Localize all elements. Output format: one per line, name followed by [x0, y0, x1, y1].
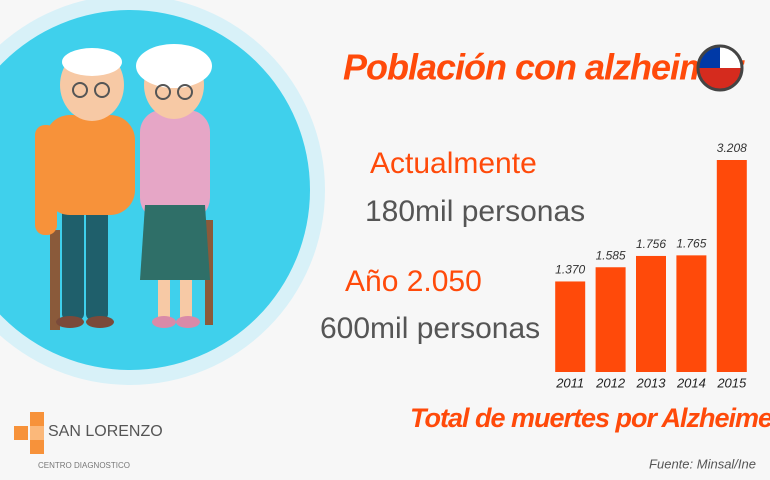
x-tick-label: 2011 — [555, 375, 584, 390]
x-tick-label: 2013 — [636, 375, 667, 390]
stat-label: Actualmente — [370, 147, 537, 180]
x-tick-label: 2014 — [676, 375, 706, 390]
stat-value: 180mil personas — [365, 195, 585, 228]
x-tick-label: 2015 — [716, 375, 747, 390]
page-title: Población con alzheimer — [343, 47, 745, 88]
stat-label: Año 2.050 — [345, 265, 482, 298]
bar — [595, 267, 626, 372]
logo-subtitle: CENTRO DIAGNOSTICO — [38, 461, 130, 470]
bar — [555, 281, 586, 372]
logo-name: SAN LORENZO — [48, 423, 163, 440]
chart-title: Total de muertes por Alzheimer — [410, 403, 770, 433]
value-label: 1.585 — [596, 248, 626, 262]
value-label: 3.208 — [717, 141, 747, 155]
x-tick-label: 2012 — [595, 375, 626, 390]
bar — [716, 160, 747, 372]
bar — [676, 255, 707, 372]
stat-value: 600mil personas — [320, 312, 540, 345]
source: Fuente: Minsal/Ine — [649, 456, 756, 471]
flag — [696, 44, 744, 92]
illustration — [35, 44, 213, 330]
value-label: 1.756 — [636, 237, 666, 251]
logo: SAN LORENZO CENTRO DIAGNOSTICO — [14, 412, 163, 470]
value-label: 1.765 — [676, 237, 706, 251]
value-label: 1.370 — [555, 263, 585, 277]
bar — [636, 255, 666, 372]
